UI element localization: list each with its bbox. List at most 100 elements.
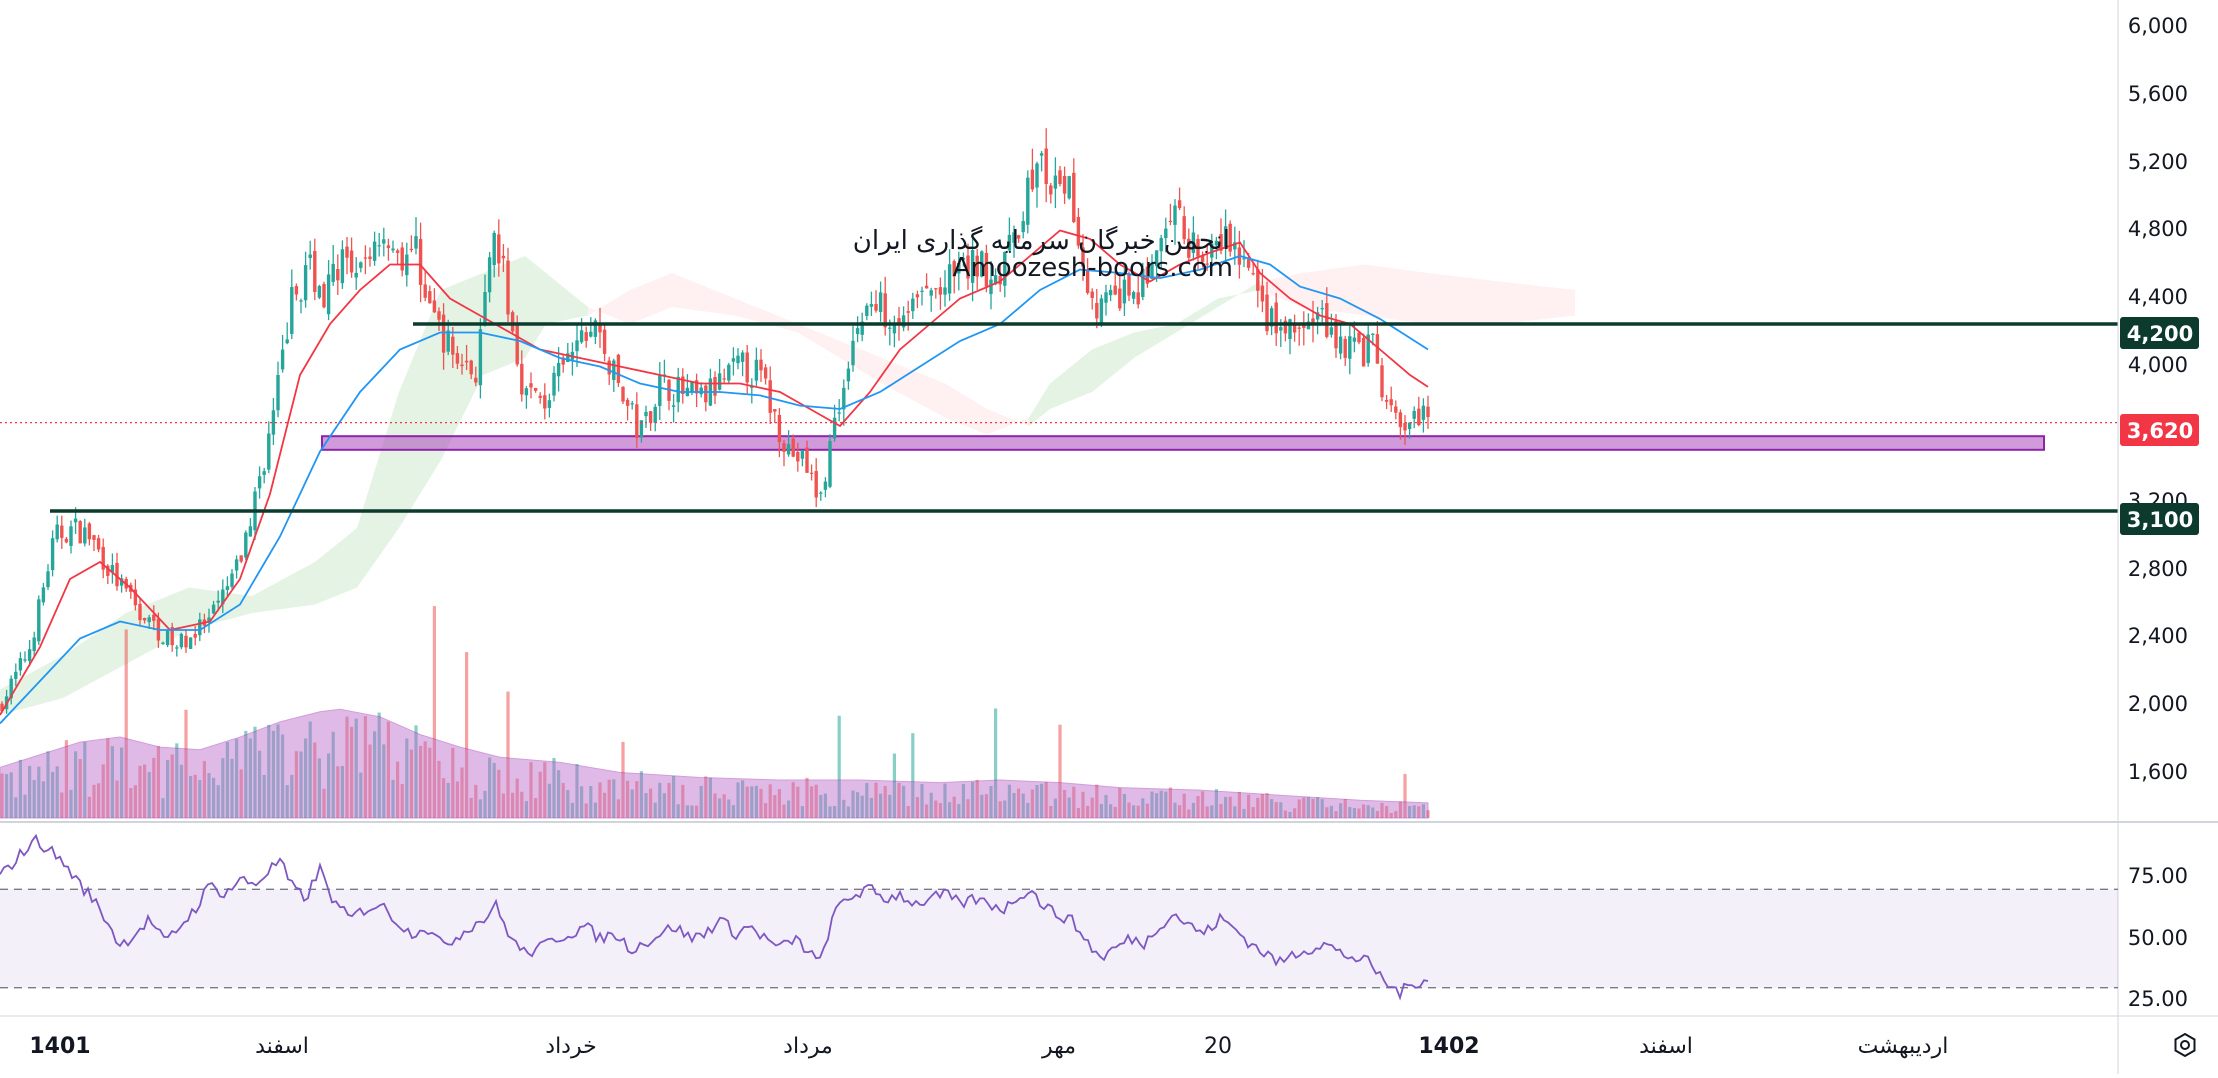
candle-body[interactable] bbox=[1274, 302, 1278, 334]
candle-body[interactable] bbox=[731, 358, 736, 362]
candle-body[interactable] bbox=[782, 443, 786, 452]
candle-body[interactable] bbox=[842, 387, 846, 410]
price-tag-lower-level[interactable]: 3,100 bbox=[2120, 503, 2199, 535]
candle-body[interactable] bbox=[975, 255, 979, 277]
candle-body[interactable] bbox=[901, 315, 906, 328]
candle-body[interactable] bbox=[1122, 279, 1127, 304]
candle-body[interactable] bbox=[308, 254, 312, 258]
candle-body[interactable] bbox=[1099, 298, 1104, 324]
candle-body[interactable] bbox=[1205, 263, 1209, 265]
candle-body[interactable] bbox=[317, 286, 322, 298]
candle-body[interactable] bbox=[1196, 238, 1200, 257]
candle-body[interactable] bbox=[552, 372, 556, 396]
candle-body[interactable] bbox=[658, 375, 662, 407]
candle-body[interactable] bbox=[474, 377, 478, 383]
rsi-indicator[interactable] bbox=[0, 833, 2118, 1001]
candle-body[interactable] bbox=[915, 294, 920, 298]
candle-body[interactable] bbox=[1421, 405, 1426, 420]
candle-body[interactable] bbox=[368, 256, 372, 260]
candle-body[interactable] bbox=[1085, 270, 1090, 293]
candle-body[interactable] bbox=[14, 671, 18, 679]
candle-body[interactable] bbox=[768, 380, 772, 413]
candle-body[interactable] bbox=[759, 359, 763, 371]
candle-body[interactable] bbox=[515, 324, 519, 365]
candle-body[interactable] bbox=[345, 246, 349, 258]
candle-body[interactable] bbox=[630, 403, 634, 405]
candle-body[interactable] bbox=[648, 411, 653, 423]
candle-body[interactable] bbox=[64, 538, 69, 543]
candle-body[interactable] bbox=[897, 318, 901, 324]
candle-body[interactable] bbox=[690, 381, 694, 392]
candle-body[interactable] bbox=[1173, 205, 1177, 225]
candle-body[interactable] bbox=[106, 565, 110, 576]
rsi-axis[interactable]: 75.00 50.00 25.00 bbox=[2128, 864, 2188, 1011]
candle-body[interactable] bbox=[244, 532, 248, 558]
candle-body[interactable] bbox=[1154, 250, 1159, 267]
candle-body[interactable] bbox=[285, 339, 289, 344]
candle-body[interactable] bbox=[423, 284, 427, 298]
candle-body[interactable] bbox=[800, 450, 805, 459]
candle-body[interactable] bbox=[469, 360, 473, 375]
candle-body[interactable] bbox=[828, 440, 832, 487]
candle-body[interactable] bbox=[906, 311, 910, 313]
candle-body[interactable] bbox=[589, 331, 593, 337]
candle-body[interactable] bbox=[1168, 220, 1173, 223]
candle-body[interactable] bbox=[547, 400, 552, 408]
candle-body[interactable] bbox=[46, 571, 50, 588]
candle-body[interactable] bbox=[961, 257, 966, 260]
candle-body[interactable] bbox=[372, 241, 377, 261]
candle-body[interactable] bbox=[938, 287, 943, 295]
candle-body[interactable] bbox=[791, 438, 795, 457]
candle-body[interactable] bbox=[970, 249, 975, 283]
candle-body[interactable] bbox=[851, 340, 855, 366]
candle-body[interactable] bbox=[1320, 308, 1324, 310]
candle-body[interactable] bbox=[464, 360, 469, 363]
candle-body[interactable] bbox=[1030, 169, 1035, 190]
candle-body[interactable] bbox=[1150, 262, 1154, 279]
candle-body[interactable] bbox=[386, 245, 391, 248]
candle-body[interactable] bbox=[1131, 292, 1136, 299]
candle-body[interactable] bbox=[883, 293, 887, 328]
candle-body[interactable] bbox=[855, 328, 860, 335]
candle-body[interactable] bbox=[478, 329, 483, 386]
candle-body[interactable] bbox=[1072, 172, 1076, 223]
candle-body[interactable] bbox=[1081, 247, 1085, 267]
candle-body[interactable] bbox=[639, 420, 644, 438]
candle-body[interactable] bbox=[248, 526, 253, 537]
candle-body[interactable] bbox=[510, 312, 515, 332]
candle-body[interactable] bbox=[382, 239, 386, 244]
candle-body[interactable] bbox=[1021, 221, 1025, 233]
candle-body[interactable] bbox=[1058, 170, 1062, 185]
candle-body[interactable] bbox=[874, 304, 878, 311]
candle-body[interactable] bbox=[681, 376, 685, 395]
candle-body[interactable] bbox=[529, 383, 533, 388]
candle-body[interactable] bbox=[1003, 251, 1007, 286]
candle-body[interactable] bbox=[262, 471, 266, 475]
candle-body[interactable] bbox=[211, 604, 216, 614]
candle-body[interactable] bbox=[1219, 234, 1223, 251]
candle-body[interactable] bbox=[18, 658, 23, 671]
rsi-line[interactable] bbox=[0, 833, 1429, 1001]
candle-body[interactable] bbox=[1315, 312, 1320, 320]
candle-body[interactable] bbox=[575, 340, 579, 352]
candle-body[interactable] bbox=[1026, 177, 1030, 225]
candle-body[interactable] bbox=[763, 367, 768, 379]
candle-body[interactable] bbox=[966, 255, 970, 279]
candle-body[interactable] bbox=[635, 404, 639, 438]
candle-body[interactable] bbox=[1334, 320, 1338, 349]
candle-body[interactable] bbox=[225, 586, 230, 591]
candle-body[interactable] bbox=[326, 274, 331, 315]
candle-body[interactable] bbox=[198, 619, 202, 636]
candle-body[interactable] bbox=[239, 555, 243, 562]
candle-body[interactable] bbox=[446, 330, 450, 352]
candle-body[interactable] bbox=[50, 538, 55, 571]
candle-body[interactable] bbox=[717, 373, 722, 390]
candle-body[interactable] bbox=[704, 385, 708, 403]
candle-body[interactable] bbox=[1311, 318, 1315, 325]
candle-body[interactable] bbox=[1104, 292, 1108, 303]
candle-body[interactable] bbox=[612, 360, 616, 380]
candle-body[interactable] bbox=[391, 248, 395, 251]
candle-body[interactable] bbox=[1251, 273, 1255, 275]
